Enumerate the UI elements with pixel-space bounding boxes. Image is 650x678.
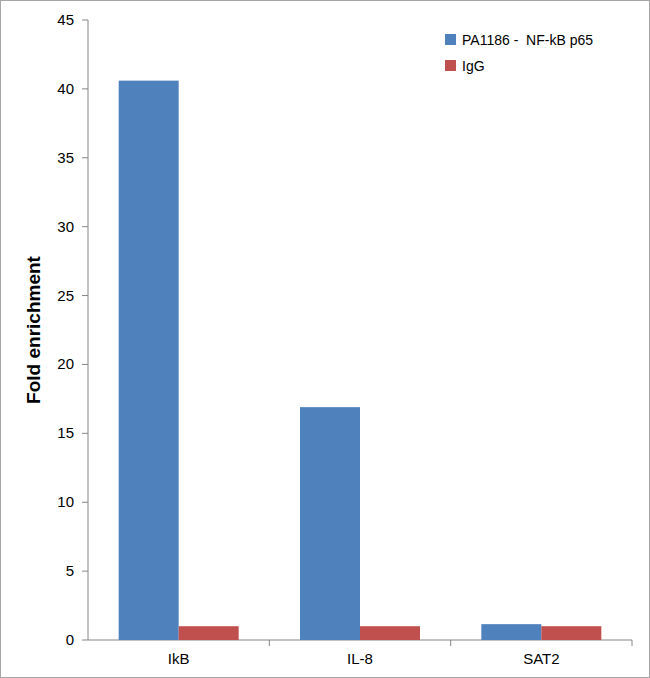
- y-tick: [82, 295, 88, 296]
- x-tick: [450, 640, 451, 646]
- y-tick-label: 45: [57, 11, 74, 28]
- bar: [360, 626, 420, 640]
- chart: 0 5 10 15 20 25 30 35 40 45 Fold enrichment IkB IL-8…: [0, 0, 650, 678]
- frame: [1, 1, 650, 678]
- legend-label: PA1186 - NF-kB p65: [462, 32, 593, 48]
- y-tick: [82, 433, 88, 434]
- y-tick: [82, 226, 88, 227]
- chart-container: 0 5 10 15 20 25 30 35 40 45 Fold enrichment IkB IL-8…: [0, 0, 650, 678]
- y-tick: [82, 157, 88, 158]
- y-tick-label: 15: [57, 424, 74, 441]
- y-tick-label: 10: [57, 493, 74, 510]
- bar: [300, 407, 360, 640]
- x-tick-label: IL-8: [347, 650, 373, 667]
- x-tick-label: SAT2: [523, 650, 559, 667]
- y-tick-label: 35: [57, 149, 74, 166]
- y-tick: [82, 502, 88, 503]
- bar: [541, 626, 601, 640]
- y-tick: [82, 571, 88, 572]
- y-tick-label: 30: [57, 218, 74, 235]
- y-tick-label: 40: [57, 80, 74, 97]
- y-tick: [82, 640, 88, 641]
- y-tick-label: 25: [57, 287, 74, 304]
- legend-label: IgG: [462, 58, 485, 74]
- bar: [119, 81, 179, 640]
- y-tick: [82, 88, 88, 89]
- bar: [481, 624, 541, 640]
- x-tick-label: IkB: [168, 650, 190, 667]
- y-tick: [82, 20, 88, 21]
- y-tick-label: 0: [66, 631, 74, 648]
- bar: [179, 626, 239, 640]
- x-tick: [632, 640, 633, 646]
- y-tick-label: 20: [57, 355, 74, 372]
- y-tick: [82, 364, 88, 365]
- x-tick: [269, 640, 270, 646]
- y-axis-label: Fold enrichment: [23, 255, 44, 403]
- y-tick-label: 5: [66, 562, 74, 579]
- legend-swatch: [445, 60, 456, 71]
- bars: [119, 81, 602, 640]
- legend-swatch: [445, 34, 456, 45]
- y-axis: [88, 20, 89, 640]
